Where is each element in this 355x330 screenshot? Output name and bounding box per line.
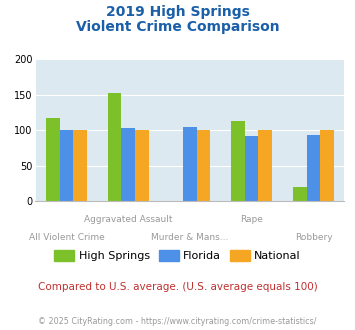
Legend: High Springs, Florida, National: High Springs, Florida, National [50, 246, 305, 266]
Text: Compared to U.S. average. (U.S. average equals 100): Compared to U.S. average. (U.S. average … [38, 282, 317, 292]
Bar [258, 130, 272, 201]
Bar [231, 121, 245, 201]
Text: Robbery: Robbery [295, 233, 332, 242]
Bar [135, 130, 148, 201]
Bar [60, 130, 73, 201]
Bar [183, 127, 197, 201]
Text: Murder & Mans...: Murder & Mans... [151, 233, 229, 242]
Text: Aggravated Assault: Aggravated Assault [84, 214, 173, 223]
Bar [307, 135, 320, 201]
Text: 2019 High Springs: 2019 High Springs [105, 5, 250, 19]
Text: All Violent Crime: All Violent Crime [28, 233, 104, 242]
Bar [46, 117, 60, 201]
Bar [121, 128, 135, 201]
Text: Violent Crime Comparison: Violent Crime Comparison [76, 20, 279, 34]
Text: © 2025 CityRating.com - https://www.cityrating.com/crime-statistics/: © 2025 CityRating.com - https://www.city… [38, 317, 317, 326]
Text: Rape: Rape [240, 214, 263, 223]
Bar [320, 130, 334, 201]
Bar [108, 93, 121, 201]
Bar [245, 136, 258, 201]
Bar [197, 130, 210, 201]
Bar [73, 130, 87, 201]
Bar [293, 187, 307, 201]
